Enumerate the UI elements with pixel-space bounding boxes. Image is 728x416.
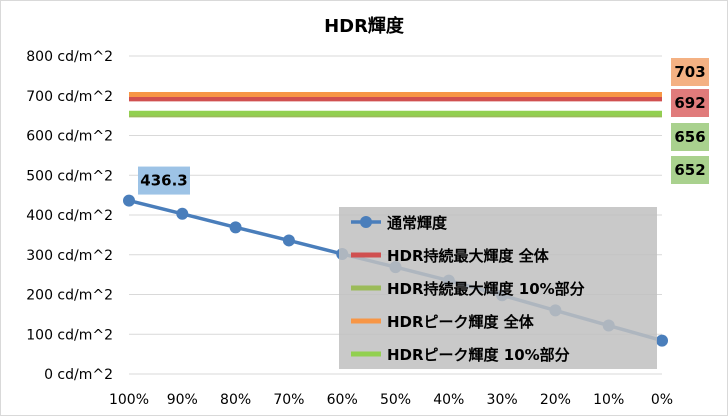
x-tick-label: 20% bbox=[540, 392, 571, 408]
data-label-text: 436.3 bbox=[140, 172, 187, 190]
x-tick-label: 50% bbox=[380, 392, 411, 408]
data-label-box bbox=[671, 58, 709, 86]
y-tick-label: 500 cd/m^2 bbox=[26, 168, 113, 184]
chart-title: HDR輝度 bbox=[324, 15, 405, 37]
x-tick-label: 80% bbox=[220, 392, 251, 408]
legend-label: HDR持続最大輝度 10%部分 bbox=[387, 280, 585, 298]
legend-label: 通常輝度 bbox=[387, 214, 448, 232]
y-tick-label: 100 cd/m^2 bbox=[26, 327, 113, 343]
data-point bbox=[123, 194, 135, 207]
data-point bbox=[176, 207, 189, 220]
legend-marker bbox=[360, 216, 372, 228]
legend: 通常輝度 HDR持続最大輝度 全体 HDR持続最大輝度 10%部分 HDRピーク輝度 … bbox=[339, 207, 657, 369]
data-label: 436.3 bbox=[138, 166, 190, 195]
x-tick-label: 60% bbox=[327, 392, 358, 408]
x-tick-label: 70% bbox=[273, 392, 304, 408]
data-label-text: 703 bbox=[674, 63, 705, 81]
x-tick-label: 0% bbox=[651, 392, 673, 408]
data-label-box bbox=[671, 89, 709, 117]
y-tick-label: 300 cd/m^2 bbox=[26, 248, 113, 264]
legend-label: HDRピーク輝度 10%部分 bbox=[387, 346, 570, 364]
data-label: 652 bbox=[671, 156, 709, 184]
data-point bbox=[282, 234, 295, 247]
y-tick-label: 700 cd/m^2 bbox=[26, 89, 113, 105]
data-label-box bbox=[671, 123, 709, 151]
y-tick-label: 600 cd/m^2 bbox=[26, 129, 113, 145]
data-label-text: 692 bbox=[674, 94, 705, 112]
y-tick-label: 800 cd/m^2 bbox=[26, 49, 113, 65]
x-tick-label: 90% bbox=[167, 392, 198, 408]
data-label-box bbox=[138, 166, 190, 195]
legend-box bbox=[339, 207, 657, 369]
data-label: 703 bbox=[671, 58, 709, 86]
y-tick-label: 200 cd/m^2 bbox=[26, 288, 113, 304]
legend-label: HDRピーク輝度 全体 bbox=[387, 313, 535, 331]
y-axis-ticks: 0 cd/m^2 100 cd/m^2 200 cd/m^2 300 cd/m^2 40… bbox=[26, 49, 113, 383]
data-label-text: 656 bbox=[674, 128, 705, 146]
data-point bbox=[656, 334, 668, 347]
data-label: 656 bbox=[671, 123, 709, 151]
data-label-box bbox=[671, 156, 709, 184]
data-label-text: 652 bbox=[674, 161, 705, 179]
data-labels: 436.3 703 692 656 652 bbox=[138, 58, 709, 195]
data-point bbox=[229, 221, 242, 234]
x-tick-label: 30% bbox=[487, 392, 518, 408]
y-tick-label: 0 cd/m^2 bbox=[44, 367, 113, 383]
data-label: 692 bbox=[671, 89, 709, 117]
x-tick-label: 40% bbox=[433, 392, 464, 408]
y-tick-label: 400 cd/m^2 bbox=[26, 208, 113, 224]
x-axis-ticks: 100% 90% 80% 70% 60% 50% 40% 30% 20% 10% 0% bbox=[109, 392, 673, 408]
x-tick-label: 10% bbox=[593, 392, 624, 408]
legend-label: HDR持続最大輝度 全体 bbox=[387, 247, 550, 265]
x-tick-label: 100% bbox=[109, 392, 149, 408]
